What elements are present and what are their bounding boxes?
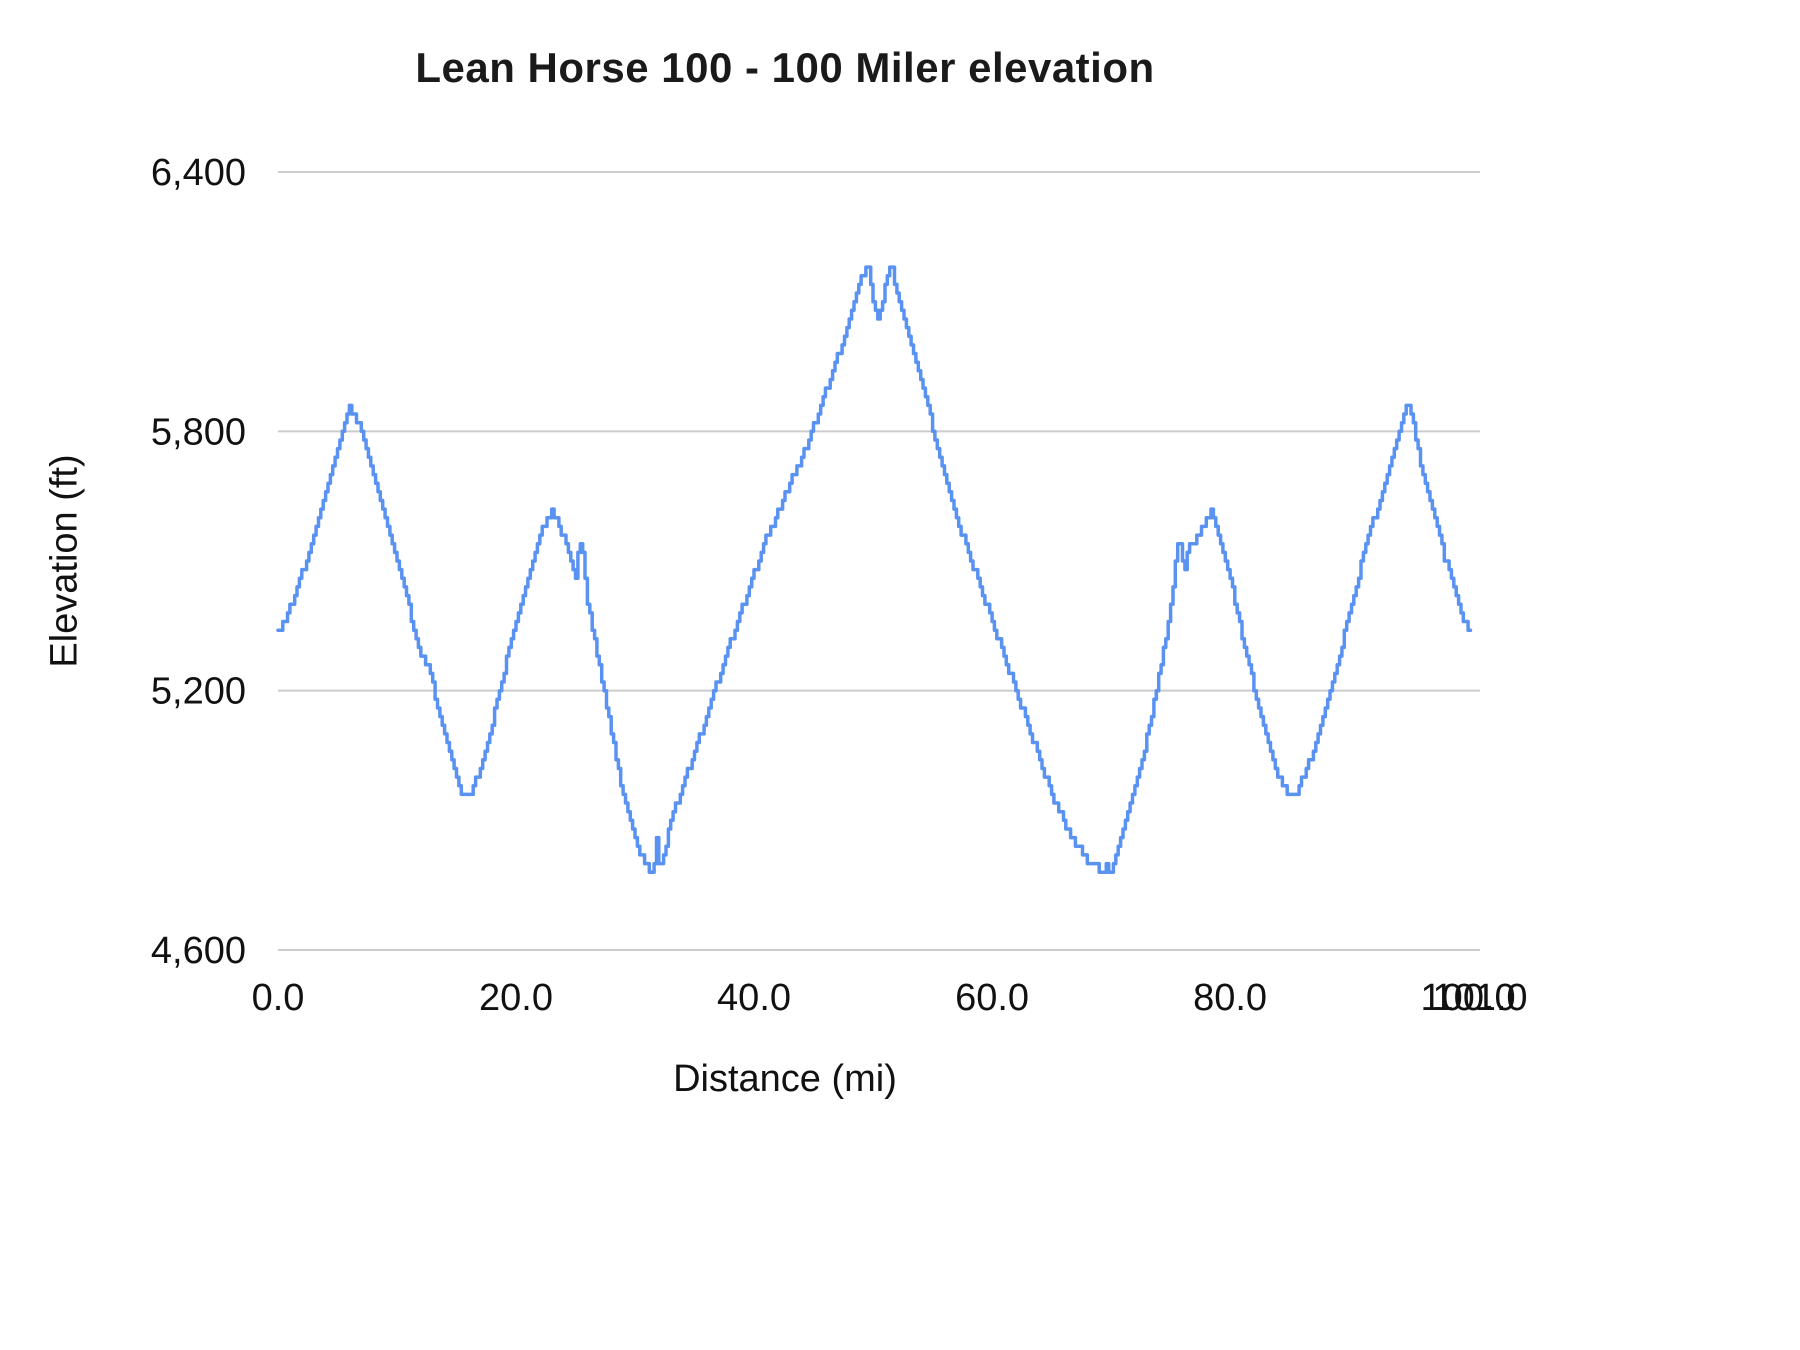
chart-title: Lean Horse 100 - 100 Miler elevation — [415, 44, 1155, 91]
y-tick-label: 5,200 — [151, 671, 246, 713]
x-tick-label: 20.0 — [479, 977, 553, 1019]
elevation-line — [276, 265, 1473, 874]
x-tick-label: 40.0 — [717, 977, 791, 1019]
x-tick-label: 101.0 — [1432, 977, 1527, 1019]
x-tick-label: 100.0 — [1421, 977, 1516, 1019]
x-axis-title: Distance (mi) — [673, 1058, 897, 1100]
x-tick-label: 0.0 — [252, 977, 305, 1019]
y-tick-label: 4,600 — [151, 930, 246, 972]
x-tick-label: 60.0 — [955, 977, 1029, 1019]
y-tick-label: 6,400 — [151, 152, 246, 194]
y-tick-label: 5,800 — [151, 411, 246, 453]
x-tick-label: 80.0 — [1193, 977, 1267, 1019]
